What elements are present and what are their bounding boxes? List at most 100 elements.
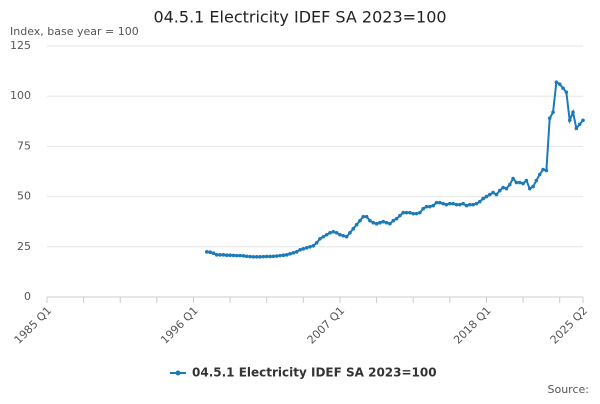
point	[278, 253, 282, 258]
point	[271, 254, 276, 259]
point	[321, 234, 326, 239]
point	[291, 251, 296, 255]
point	[408, 210, 412, 215]
point	[511, 176, 515, 181]
point	[284, 253, 289, 257]
point	[501, 185, 505, 190]
point	[481, 196, 485, 201]
point	[494, 192, 499, 197]
point	[261, 254, 266, 259]
point	[371, 220, 376, 225]
point	[374, 221, 379, 226]
point	[471, 202, 475, 207]
point	[224, 253, 229, 258]
point	[454, 202, 459, 207]
point	[574, 126, 579, 131]
point	[208, 250, 212, 255]
point	[431, 203, 435, 208]
point	[477, 199, 482, 204]
point	[241, 254, 246, 258]
point	[507, 182, 512, 187]
point	[248, 254, 252, 259]
point	[214, 253, 219, 257]
point	[304, 246, 309, 250]
point	[308, 245, 312, 249]
point	[448, 201, 452, 206]
point	[534, 178, 539, 183]
point	[234, 253, 239, 258]
point	[571, 110, 575, 115]
point	[311, 243, 316, 248]
point	[418, 210, 422, 215]
x-tick-label: 2018 Q1	[451, 304, 494, 347]
point	[581, 118, 585, 123]
point	[221, 253, 226, 257]
point	[258, 255, 262, 259]
x-tick-label: 2025 Q2	[548, 304, 591, 347]
point	[361, 214, 366, 219]
point	[338, 232, 342, 237]
point	[411, 211, 416, 216]
point	[378, 220, 382, 225]
point	[514, 180, 519, 185]
point	[274, 254, 279, 258]
legend-marker	[175, 370, 181, 376]
point	[318, 236, 322, 241]
point	[281, 253, 286, 258]
point	[288, 252, 292, 256]
point	[474, 201, 479, 206]
point	[497, 188, 502, 193]
point	[381, 219, 386, 224]
point	[577, 122, 582, 127]
point	[504, 186, 509, 191]
point	[484, 194, 489, 199]
point	[231, 253, 236, 258]
point	[404, 210, 409, 215]
point	[328, 230, 332, 235]
point	[561, 86, 565, 90]
point	[487, 192, 492, 197]
point	[547, 116, 552, 121]
point	[391, 218, 396, 223]
point	[517, 180, 522, 185]
point	[331, 229, 336, 234]
chart-title: 04.5.1 Electricity IDEF SA 2023=100	[153, 8, 446, 27]
point	[218, 253, 222, 257]
point	[334, 230, 339, 235]
point	[438, 200, 442, 205]
point	[268, 254, 272, 259]
point	[521, 181, 525, 186]
x-tick-label: 1985 Q1	[12, 304, 55, 347]
point	[238, 253, 242, 258]
point	[557, 82, 562, 86]
point	[554, 80, 559, 84]
point	[551, 110, 555, 115]
point	[414, 211, 419, 216]
y-tick-label: 75	[17, 139, 31, 152]
subtitle: Index, base year = 100	[10, 25, 139, 38]
point	[298, 248, 302, 252]
point	[567, 118, 572, 123]
point	[424, 204, 429, 209]
y-tick-label: 100	[10, 89, 31, 102]
point	[537, 172, 542, 177]
point	[301, 247, 306, 251]
point	[461, 201, 465, 206]
point	[228, 253, 232, 258]
point	[314, 240, 319, 245]
point	[341, 233, 346, 238]
point	[531, 184, 535, 189]
point	[351, 226, 356, 231]
y-tick-label: 25	[17, 240, 31, 253]
point	[451, 201, 455, 206]
point	[491, 190, 495, 195]
point	[527, 186, 532, 191]
point	[264, 254, 269, 259]
point	[388, 221, 392, 226]
point	[458, 202, 462, 207]
y-tick-label: 125	[10, 39, 31, 52]
point	[428, 204, 432, 209]
point	[344, 234, 349, 239]
point	[364, 214, 369, 219]
legend-label: 04.5.1 Electricity IDEF SA 2023=100	[192, 366, 437, 380]
